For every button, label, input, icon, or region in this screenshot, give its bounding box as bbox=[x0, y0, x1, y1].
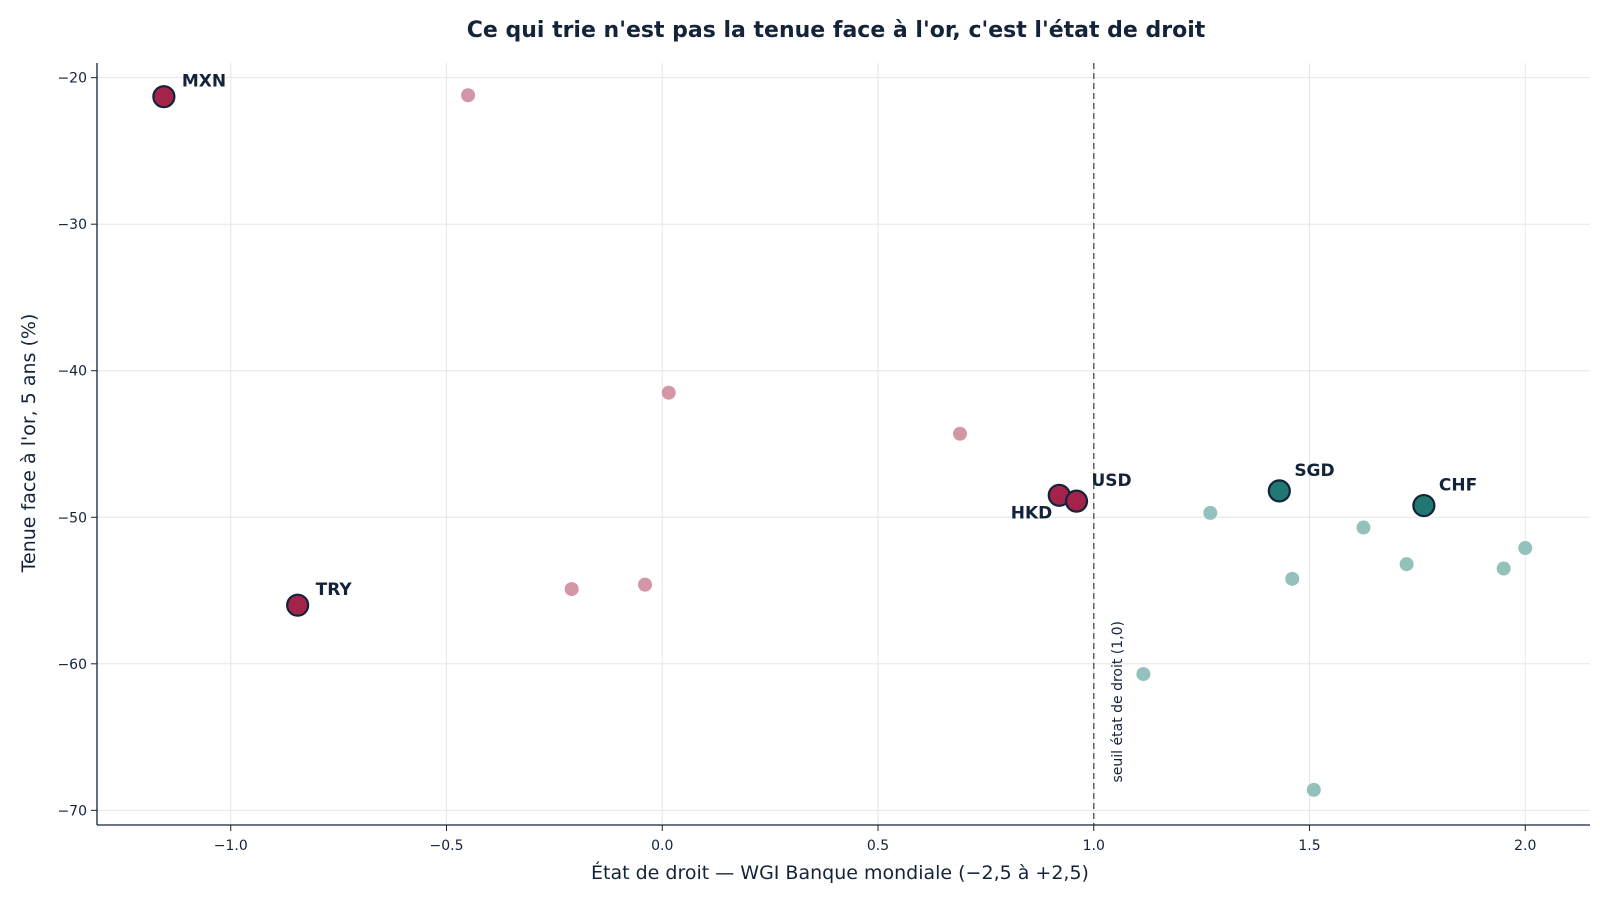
data-point-above-7 bbox=[1285, 571, 1300, 586]
x-tick-label: 1.0 bbox=[1083, 838, 1105, 854]
data-point-above-11 bbox=[1136, 667, 1151, 682]
data-point-below-4 bbox=[638, 577, 653, 592]
y-tick-label: −30 bbox=[57, 217, 87, 233]
threshold-label: seuil état de droit (1,0) bbox=[1110, 621, 1126, 783]
data-point-usd bbox=[1064, 489, 1089, 513]
data-point-chf bbox=[1412, 493, 1436, 518]
threshold-group: seuil état de droit (1,0) bbox=[1093, 63, 1126, 825]
point-labels: MXN TRY HKD USD SGD CHF bbox=[182, 72, 1477, 600]
x-tick-label: 2.0 bbox=[1514, 838, 1536, 854]
chart-title: Ce qui trie n'est pas la tenue face à l'… bbox=[467, 18, 1206, 43]
x-tick-label: 0.5 bbox=[867, 838, 889, 854]
point-label-hkd: HKD bbox=[1011, 503, 1053, 523]
data-point-above-6 bbox=[1356, 520, 1371, 535]
point-label-try: TRY bbox=[316, 580, 353, 600]
data-point-below-0 bbox=[461, 88, 476, 103]
data-point-above-8 bbox=[1399, 557, 1414, 572]
data-point-try bbox=[286, 593, 310, 617]
point-label-sgd: SGD bbox=[1294, 461, 1334, 481]
ticks: −1.0 −0.5 0.0 0.5 1.0 1.5 2.0 −20 −30 −40 −50 −60 −7… bbox=[57, 71, 1536, 854]
data-points bbox=[152, 85, 1533, 797]
grid bbox=[97, 63, 1590, 825]
data-point-above-12 bbox=[1306, 782, 1321, 797]
y-tick-label: −60 bbox=[57, 657, 87, 673]
data-point-below-1 bbox=[661, 385, 676, 400]
point-label-usd: USD bbox=[1092, 471, 1132, 491]
point-label-mxn: MXN bbox=[182, 72, 226, 92]
point-label-chf: CHF bbox=[1439, 476, 1477, 496]
axes bbox=[96, 63, 1590, 826]
x-tick-label: −0.5 bbox=[430, 838, 464, 854]
data-point-mxn bbox=[152, 85, 176, 109]
x-tick-label: 1.5 bbox=[1298, 838, 1320, 854]
data-point-sgd bbox=[1267, 479, 1291, 503]
y-tick-label: −50 bbox=[57, 510, 87, 526]
data-point-above-9 bbox=[1496, 561, 1511, 576]
data-point-above-5 bbox=[1203, 505, 1218, 520]
data-point-below-2 bbox=[953, 426, 968, 441]
y-tick-label: −20 bbox=[57, 71, 87, 87]
x-axis-label: État de droit — WGI Banque mondiale (−2,… bbox=[591, 861, 1089, 884]
y-tick-label: −40 bbox=[57, 364, 87, 380]
x-tick-label: 0.0 bbox=[651, 838, 673, 854]
y-axis-label: Tenue face à l'or, 5 ans (%) bbox=[18, 314, 40, 574]
y-tick-label: −70 bbox=[57, 803, 87, 819]
x-tick-label: −1.0 bbox=[214, 838, 248, 854]
data-point-above-10 bbox=[1518, 541, 1533, 556]
data-point-below-3 bbox=[564, 582, 579, 597]
